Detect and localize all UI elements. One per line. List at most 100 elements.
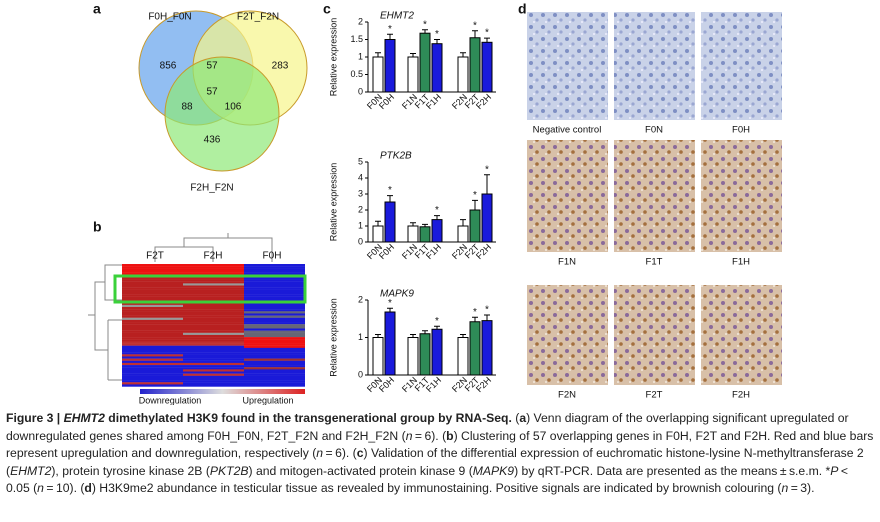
heatmap-cell (122, 339, 183, 342)
heatmap-cell (244, 352, 305, 355)
heatmap-cell (183, 360, 244, 364)
error-bar (387, 195, 393, 202)
caption-text: a (519, 411, 527, 425)
caption-text: n (781, 481, 789, 495)
heatmap-cell (122, 268, 183, 271)
error-bar (422, 29, 428, 34)
heatmap-cell (183, 371, 244, 374)
heatmap-cell (183, 365, 244, 368)
error-bar (387, 307, 393, 312)
heatmap-cell (244, 298, 305, 301)
micrograph (614, 140, 695, 252)
heatmap-cell (122, 328, 183, 331)
heatmap-cell (183, 302, 244, 305)
micrograph-label: F1N (558, 257, 576, 268)
error-bar (375, 52, 381, 57)
y-axis-label: Relative expression (328, 298, 338, 377)
heatmap-cell (122, 291, 183, 295)
venn-count: 88 (181, 102, 193, 113)
heatmap-cell (244, 317, 305, 321)
heatmap-cell (183, 285, 244, 288)
caption-text: ) by qRT-PCR. Data are presented as the … (514, 463, 831, 478)
bar (372, 56, 384, 93)
heatmap-cell (122, 352, 183, 355)
error-bar (434, 215, 440, 220)
heatmap-cell (183, 298, 244, 301)
y-tick-label: 3 (358, 188, 363, 198)
micrograph-label: F2N (558, 390, 576, 401)
heatmap-cell (183, 322, 244, 325)
heatmap-cell (244, 270, 305, 273)
heatmap-cell (122, 279, 183, 282)
y-axis-label: Relative expression (328, 18, 338, 97)
significance-mark: * (485, 164, 489, 175)
significance-mark: * (473, 20, 477, 31)
heatmap-cell (183, 341, 244, 344)
caption-text: ) and mitogen-activated protein kinase 9… (248, 463, 473, 478)
heatmap-cell (183, 373, 244, 376)
venn-count: 436 (204, 135, 221, 146)
error-bar (484, 37, 490, 43)
micrograph-label: F0H (732, 125, 750, 136)
heatmap-cell (122, 343, 183, 346)
heatmap-cell (122, 362, 183, 366)
heatmap-cell (183, 264, 244, 267)
error-bar (460, 334, 466, 338)
heatmap-cell (122, 266, 183, 269)
error-bar (472, 199, 478, 210)
heatmap-cell (244, 276, 305, 280)
bar (431, 43, 443, 93)
heatmap-cell (122, 315, 183, 318)
heatmap-cell (183, 296, 244, 299)
chart-title: PTK2B (380, 151, 412, 162)
bar (469, 209, 481, 243)
heatmap-cell (244, 268, 305, 271)
heatmap-cell (122, 380, 183, 383)
error-bar (434, 39, 440, 44)
chart-title: MAPK9 (380, 289, 414, 300)
error-bar (410, 334, 416, 338)
heatmap-cell (183, 375, 244, 379)
dendrogram (154, 233, 273, 262)
heatmap-cell (122, 369, 183, 372)
heatmap-cell (183, 281, 244, 284)
error-bar (484, 314, 490, 321)
micrograph-label: F1H (732, 257, 750, 268)
figure: a b c d Negative control F0N F0H F1N F1T F1H F… (88, 1, 782, 405)
heatmap-cell (122, 294, 183, 297)
heatmap-cell (244, 315, 305, 318)
panel-label: d (518, 1, 527, 17)
error-bar (375, 334, 381, 338)
heatmap-cell (183, 384, 244, 387)
bar (419, 333, 431, 376)
caption-text: Figure 3 | (6, 411, 64, 425)
y-tick-label: 0 (358, 369, 363, 379)
heatmap-cell (183, 272, 244, 275)
y-tick-label: 0 (358, 236, 363, 246)
heatmap-cell (122, 367, 183, 370)
significance-mark: * (388, 24, 392, 35)
error-bar (460, 219, 466, 226)
caption-text: ( (511, 411, 520, 425)
heatmap-cell (183, 337, 244, 340)
heatmap-cell (244, 330, 305, 333)
heatmap-cell (244, 296, 305, 299)
caption-text: EHMT2 (63, 411, 105, 425)
highlight-box (113, 274, 307, 304)
heatmap-cell (244, 266, 305, 269)
caption-text: P (830, 463, 839, 478)
heatmap-cell (244, 380, 305, 383)
heatmap-cell (183, 326, 244, 329)
error-bar (387, 33, 393, 40)
y-tick-label: 1 (358, 51, 363, 61)
heatmap-cell (244, 285, 305, 288)
caption-text: < 0.05 ( (6, 463, 851, 496)
heatmap-cell (183, 330, 244, 333)
heatmap-cell (122, 384, 183, 387)
micrograph (614, 285, 695, 385)
error-bar (422, 223, 428, 227)
significance-mark: * (435, 205, 439, 216)
heatmap-cell (244, 358, 305, 361)
caption-text: ) H3K9me2 abundance in testicular tissue… (91, 481, 782, 495)
y-axis-label: Relative expression (328, 163, 338, 242)
